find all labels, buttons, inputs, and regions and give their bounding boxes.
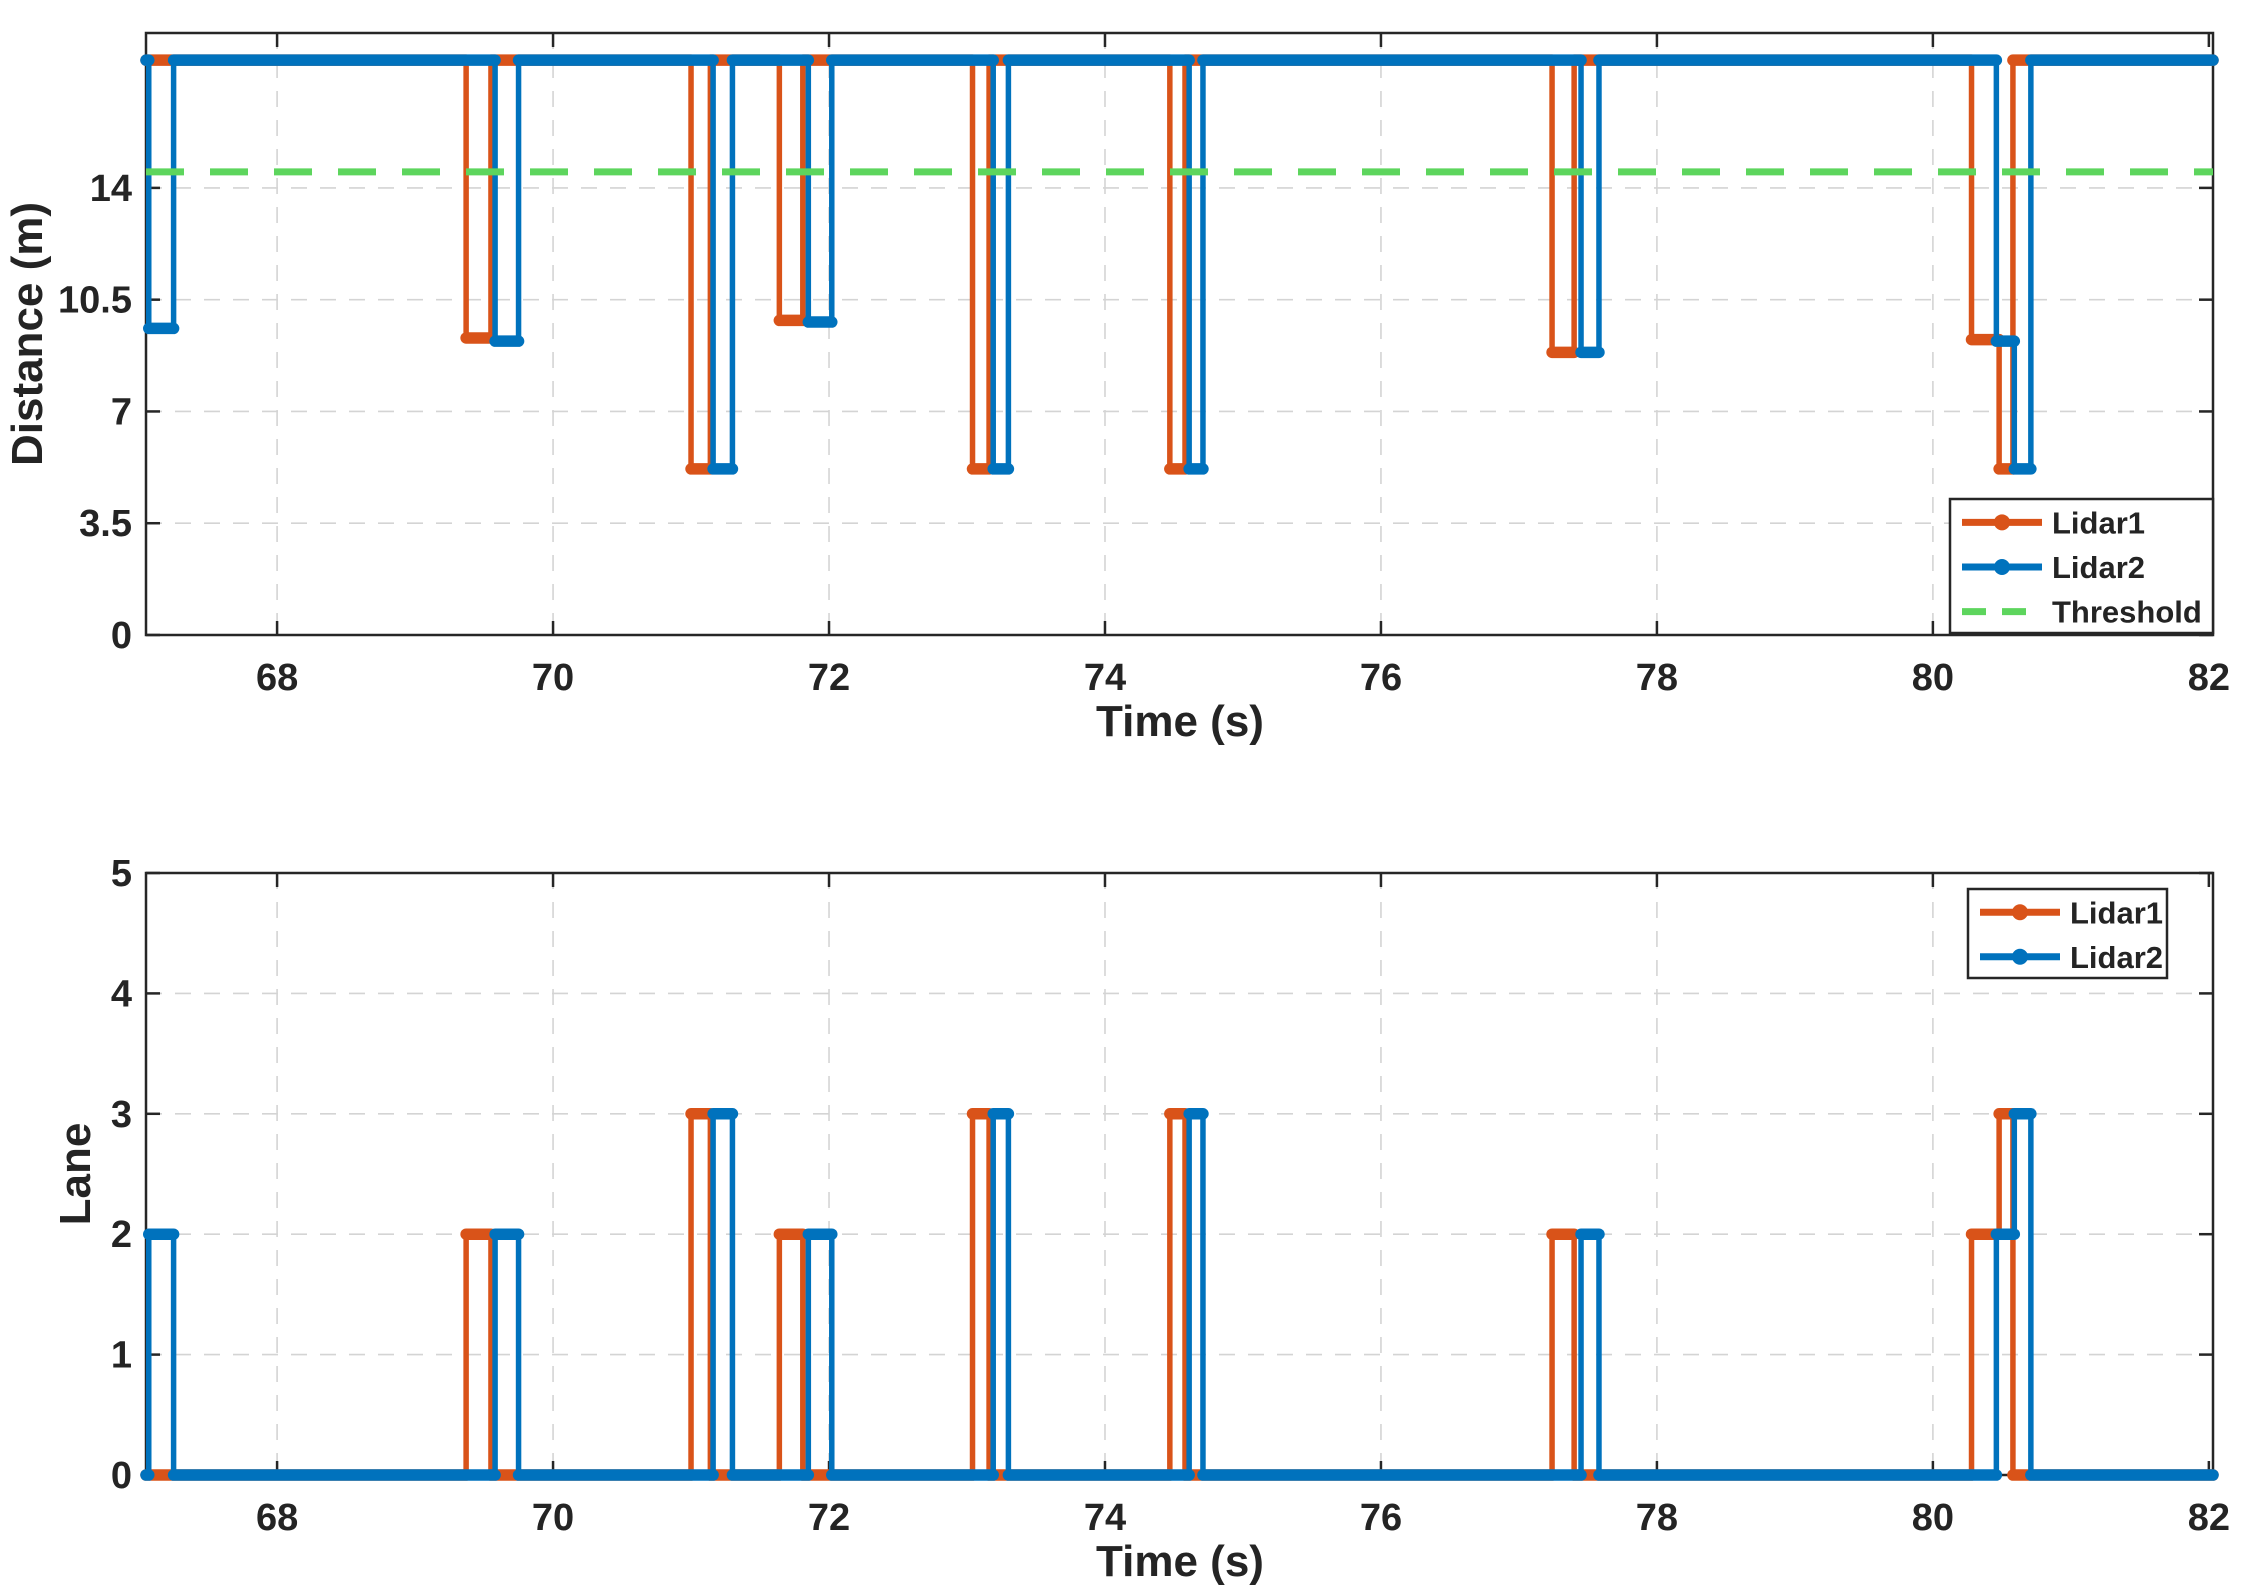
distance-chart-legend: Lidar1 Lidar2 Threshold [1948, 497, 2215, 635]
y-tick-label: 1 [111, 1335, 132, 1377]
lane-chart-series [140, 1108, 2219, 1481]
legend-sample-marker [1994, 514, 2010, 531]
x-tick-label: 76 [1360, 1497, 1402, 1539]
y-tick-label: 0 [111, 615, 132, 657]
x-tick-label: 72 [808, 657, 850, 699]
distance-chart-grid [146, 33, 2213, 635]
y-tick-label: 5 [111, 853, 132, 895]
x-tick-label: 76 [1360, 657, 1402, 699]
x-tick-label: 78 [1636, 1497, 1678, 1539]
lane-chart-legend: Lidar1 Lidar2 [1966, 887, 2169, 980]
legend-entry-label: Lidar1 [2070, 895, 2163, 930]
lane-chart-grid [146, 873, 2213, 1475]
distance-chart-series [140, 54, 2219, 475]
lidar1-line [140, 54, 2219, 475]
x-tick-label: 68 [256, 657, 298, 699]
lane-xaxis-label: Time (s) [1096, 1537, 1264, 1586]
x-tick-label: 82 [2188, 657, 2230, 699]
y-tick-label: 10.5 [58, 280, 132, 322]
y-tick-label: 3.5 [79, 503, 132, 545]
y-tick-label: 7 [111, 391, 132, 433]
legend-entry-label: Lidar2 [2070, 940, 2163, 975]
x-tick-label: 70 [532, 657, 574, 699]
y-tick-label: 14 [90, 168, 132, 210]
legend-sample-marker [2012, 948, 2028, 965]
legend-sample-marker [2012, 904, 2028, 921]
y-tick-label: 0 [111, 1455, 132, 1497]
lidar2-line [140, 1108, 2219, 1481]
y-tick-label: 4 [111, 973, 132, 1015]
legend-entry-label: Threshold [2052, 595, 2202, 630]
x-tick-label: 80 [1912, 1497, 1954, 1539]
x-tick-label: 72 [808, 1497, 850, 1539]
legend-sample-marker [1994, 559, 2010, 575]
x-tick-label: 74 [1084, 657, 1126, 699]
y-tick-label: 3 [111, 1094, 132, 1136]
legend-entry-label: Lidar1 [2052, 505, 2145, 540]
distance-chart-axes: 68 70 72 74 76 78 80 82 0 3.5 7 10.5 14 [58, 31, 2230, 699]
x-tick-label: 78 [1636, 657, 1678, 699]
lane-yaxis-label: Lane [51, 1123, 100, 1226]
plot-border [144, 871, 2215, 1477]
legend-entry-label: Lidar2 [2052, 550, 2145, 585]
distance-yaxis-label: Distance (m) [3, 202, 52, 466]
lidar1-line [140, 1108, 2219, 1481]
distance-xaxis-label: Time (s) [1096, 697, 1264, 746]
x-tick-label: 80 [1912, 657, 1954, 699]
lidar2-line [140, 54, 2219, 475]
plot-border [144, 31, 2215, 637]
x-tick-label: 74 [1084, 1497, 1126, 1539]
x-tick-label: 68 [256, 1497, 298, 1539]
x-tick-label: 82 [2188, 1497, 2230, 1539]
x-tick-label: 70 [532, 1497, 574, 1539]
legend-box [1966, 887, 2169, 980]
y-tick-label: 2 [111, 1214, 132, 1256]
